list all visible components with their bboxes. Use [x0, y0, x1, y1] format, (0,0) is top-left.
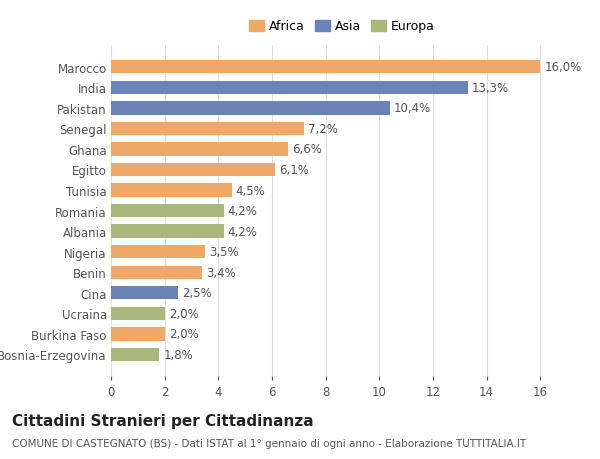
Text: 4,2%: 4,2% [227, 205, 257, 218]
Bar [111, 61, 540, 74]
Legend: Africa, Asia, Europa: Africa, Asia, Europa [244, 16, 440, 39]
Text: 1,8%: 1,8% [163, 348, 193, 361]
Bar [111, 328, 164, 341]
Bar [111, 204, 224, 218]
Text: 3,5%: 3,5% [209, 246, 239, 258]
Bar [111, 123, 304, 136]
Text: Cittadini Stranieri per Cittadinanza: Cittadini Stranieri per Cittadinanza [12, 413, 314, 428]
Text: 7,2%: 7,2% [308, 123, 338, 135]
Text: 2,0%: 2,0% [169, 328, 199, 341]
Bar [111, 143, 288, 156]
Bar [111, 163, 275, 177]
Bar [111, 81, 468, 95]
Bar [111, 307, 164, 320]
Bar [111, 286, 178, 300]
Text: 2,5%: 2,5% [182, 287, 212, 300]
Text: 4,5%: 4,5% [236, 184, 265, 197]
Bar [111, 225, 224, 238]
Text: 3,4%: 3,4% [206, 266, 236, 279]
Text: 16,0%: 16,0% [544, 61, 581, 74]
Text: 2,0%: 2,0% [169, 307, 199, 320]
Text: 10,4%: 10,4% [394, 102, 431, 115]
Text: 6,1%: 6,1% [278, 164, 308, 177]
Bar [111, 184, 232, 197]
Bar [111, 102, 390, 115]
Text: 4,2%: 4,2% [227, 225, 257, 238]
Text: COMUNE DI CASTEGNATO (BS) - Dati ISTAT al 1° gennaio di ogni anno - Elaborazione: COMUNE DI CASTEGNATO (BS) - Dati ISTAT a… [12, 438, 526, 448]
Text: 6,6%: 6,6% [292, 143, 322, 156]
Text: 13,3%: 13,3% [472, 82, 509, 95]
Bar [111, 246, 205, 259]
Bar [111, 348, 159, 361]
Bar [111, 266, 202, 280]
